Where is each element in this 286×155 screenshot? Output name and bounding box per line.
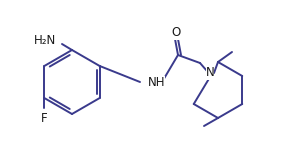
Text: NH: NH [148,75,166,89]
Text: F: F [41,112,47,125]
Text: H₂N: H₂N [34,33,56,46]
Text: N: N [206,66,214,80]
Text: O: O [171,27,181,40]
